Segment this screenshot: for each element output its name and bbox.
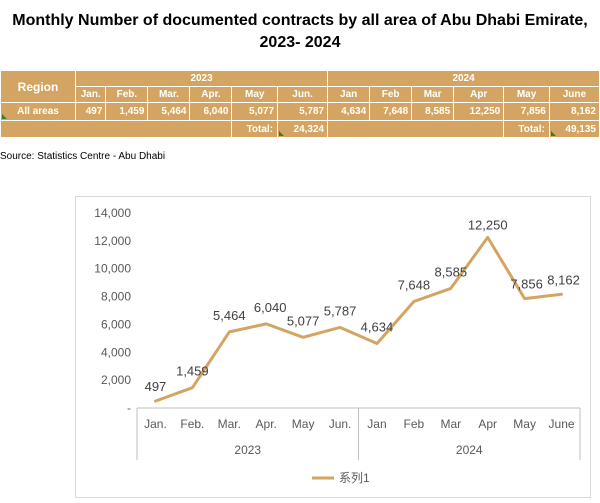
title-line-2: 2023- 2024 xyxy=(259,34,341,51)
series-line xyxy=(154,235,563,403)
title-line-1: Monthly Number of documented contracts b… xyxy=(12,12,588,29)
month-header: Apr. xyxy=(189,86,233,103)
x-tick-label: May xyxy=(292,417,315,431)
source-note: Source: Statistics Centre - Abu Dhabi xyxy=(0,151,166,162)
month-header: Feb. xyxy=(105,86,149,103)
legend-label: 系列1 xyxy=(339,471,370,485)
data-label: 497 xyxy=(145,379,167,394)
year-header-2023: 2023 xyxy=(74,70,329,87)
x-tick-label: Mar. xyxy=(218,417,241,431)
table-cell: 12,250 xyxy=(453,102,505,121)
summary-table: Region 2023 2024 Jan. Feb. Mar. Apr. May… xyxy=(0,70,600,138)
y-tick-label: 14,000 xyxy=(94,206,131,220)
table-cell: 5,464 xyxy=(147,102,191,121)
table-cell: 4,634 xyxy=(327,102,371,121)
table-cell: 1,459 xyxy=(105,102,149,121)
data-label: 5,077 xyxy=(287,313,320,328)
total-value-2023: 24,324 xyxy=(277,120,329,138)
month-header: May xyxy=(231,86,279,103)
data-label: 5,464 xyxy=(213,308,246,323)
y-tick-label: 4,000 xyxy=(101,345,131,359)
data-label: 1,459 xyxy=(176,364,209,379)
data-label: 6,040 xyxy=(254,300,287,315)
total-value-2024: 49,135 xyxy=(548,120,600,138)
year-group-label: 2023 xyxy=(234,443,261,457)
x-tick-label: Jun. xyxy=(329,417,352,431)
table-cell: 497 xyxy=(74,102,107,121)
x-tick-label: Jan. xyxy=(144,417,167,431)
table-cell: 6,040 xyxy=(189,102,233,121)
month-header: Apr xyxy=(453,86,505,103)
cell-marker xyxy=(279,131,285,136)
month-header: Feb xyxy=(369,86,413,103)
chart-area: - 2,000 4,000 6,000 8,000 10,000 12,000 14,000 J… xyxy=(75,196,591,498)
month-header: Mar xyxy=(411,86,455,103)
data-label: 4,634 xyxy=(361,319,394,334)
y-tick-label: 10,000 xyxy=(94,262,131,276)
x-tick-label: Feb. xyxy=(180,417,204,431)
y-tick-label: 8,000 xyxy=(101,290,131,304)
data-label: 5,787 xyxy=(324,303,357,318)
y-tick-label: 2,000 xyxy=(101,373,131,387)
x-tick-label: Apr. xyxy=(256,417,277,431)
chart-title: Monthly Number of documented contracts b… xyxy=(0,10,600,54)
table-cell: 8,162 xyxy=(548,102,600,121)
blank-cell xyxy=(0,120,233,138)
year-group-label: 2024 xyxy=(456,443,483,457)
x-tick-label: Apr xyxy=(478,417,497,431)
cell-marker xyxy=(550,131,556,136)
total-label-2024: Total: xyxy=(503,120,550,138)
month-header: Mar. xyxy=(147,86,191,103)
x-tick-label: Mar xyxy=(440,417,461,431)
y-tick-label: - xyxy=(127,401,131,415)
data-label: 8,585 xyxy=(435,264,468,279)
x-tick-label: Jan xyxy=(367,417,386,431)
table-cell: 7,648 xyxy=(369,102,413,121)
month-header: May xyxy=(503,86,550,103)
data-label: 7,648 xyxy=(398,277,431,292)
x-tick-label: June xyxy=(549,417,575,431)
month-header: Jan xyxy=(327,86,371,103)
data-label: 12,250 xyxy=(468,217,508,232)
data-label: 7,856 xyxy=(510,277,543,292)
month-header: Jan. xyxy=(74,86,107,103)
table-cell: 5,077 xyxy=(231,102,279,121)
table-cell: 8,585 xyxy=(411,102,455,121)
year-header-2024: 2024 xyxy=(327,70,600,87)
x-tick-label: May xyxy=(513,417,536,431)
line-chart: - 2,000 4,000 6,000 8,000 10,000 12,000 14,000 J… xyxy=(94,206,581,485)
table-cell: 7,856 xyxy=(503,102,550,121)
cell-marker xyxy=(2,114,7,119)
month-header: Jun. xyxy=(277,86,329,103)
y-tick-label: 6,000 xyxy=(101,317,131,331)
region-header: Region xyxy=(0,70,76,103)
month-header: June xyxy=(548,86,600,103)
total-label-2023: Total: xyxy=(231,120,279,138)
y-tick-label: 12,000 xyxy=(94,234,131,248)
data-label: 8,162 xyxy=(547,272,580,287)
x-tick-label: Feb xyxy=(404,417,425,431)
row-label: All areas xyxy=(0,102,76,121)
blank-cell xyxy=(327,120,505,138)
table-cell: 5,787 xyxy=(277,102,329,121)
